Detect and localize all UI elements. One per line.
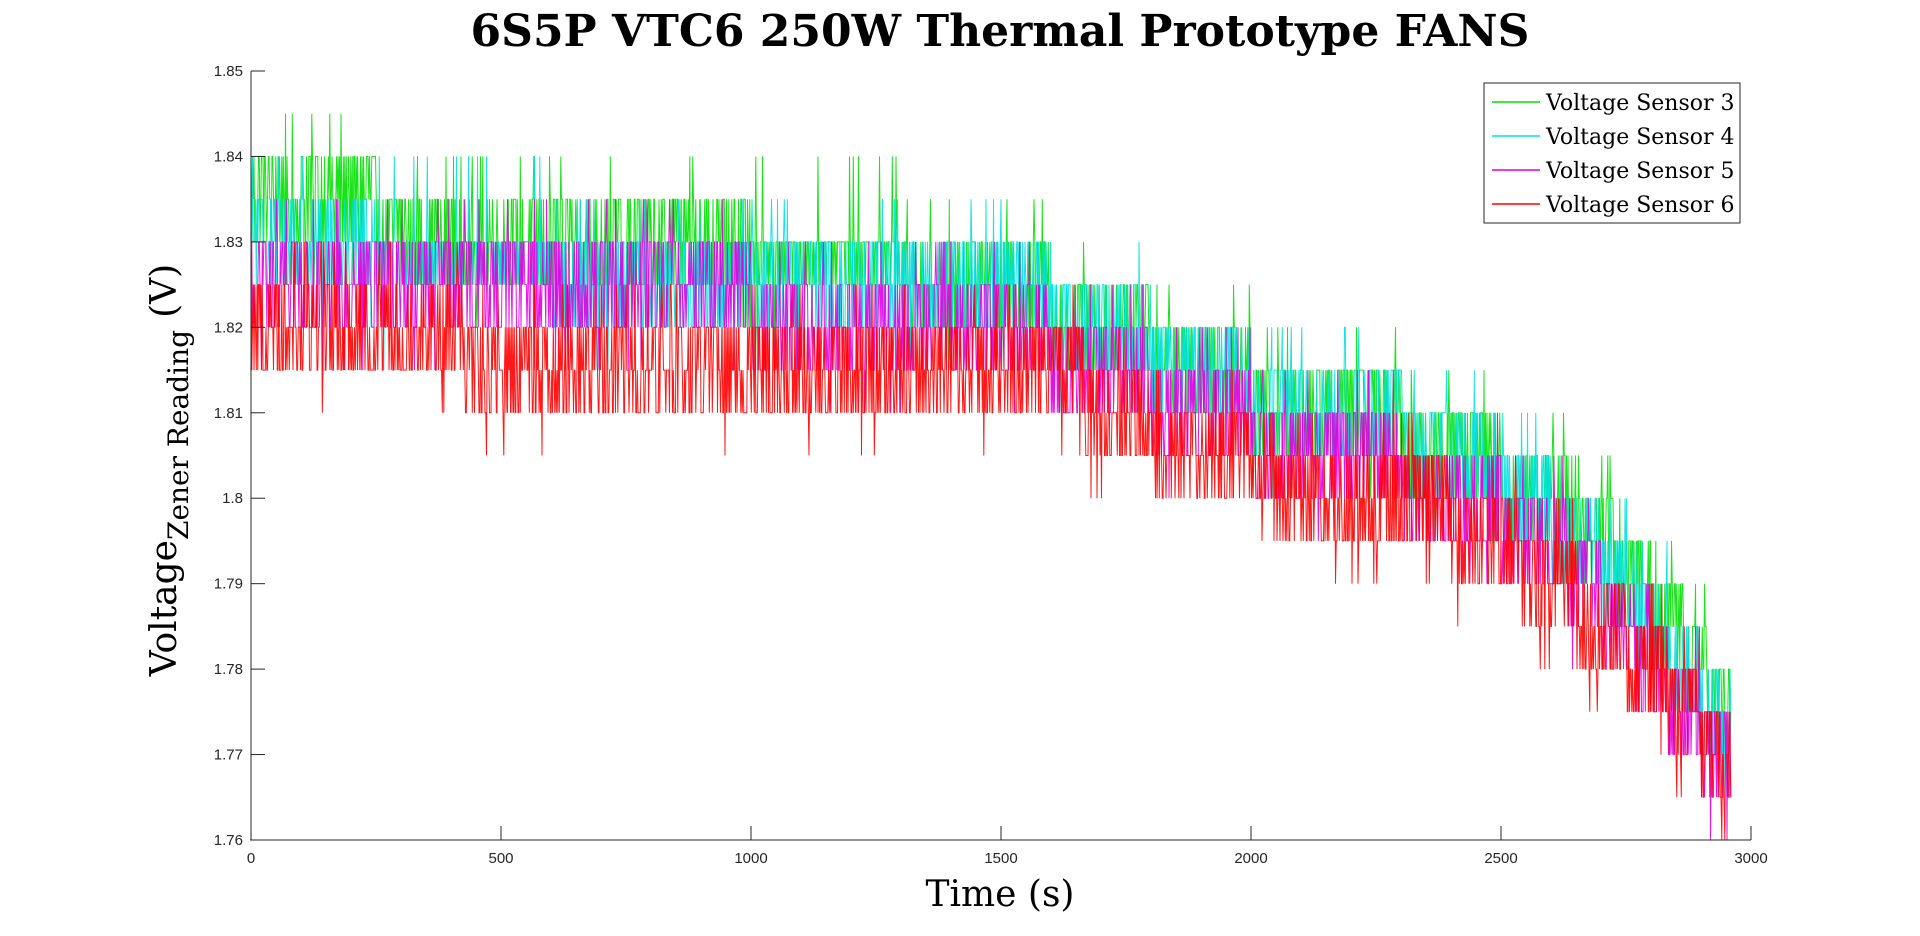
x-tick-label-3000: 3000 <box>1734 850 1767 867</box>
y-axis-label-subscript: Zener Reading <box>162 330 195 540</box>
plot-area: 0 500 1000 1500 2000 2500 3000 1.761.771.781.7… <box>214 63 1768 867</box>
y-tick-label-1.79: 1.79 <box>214 576 243 593</box>
y-tick-label-1.82: 1.82 <box>214 319 243 336</box>
y-tick-label-1.85: 1.85 <box>214 63 243 80</box>
y-axis-label-unit: (V) <box>144 264 185 318</box>
x-tick-label-0: 0 <box>247 850 255 867</box>
y-tick-label-1.84: 1.84 <box>214 148 243 165</box>
x-ticks: 0 500 1000 1500 2000 2500 3000 <box>247 826 1768 867</box>
x-tick-label-1500: 1500 <box>984 850 1017 867</box>
legend-label-2: Voltage Sensor 4 <box>1545 125 1735 150</box>
y-axis-label: VoltageZener Reading (V) <box>144 264 195 677</box>
series-layer <box>250 113 1732 841</box>
x-tick-label-1000: 1000 <box>734 850 767 867</box>
x-tick-label-2500: 2500 <box>1484 850 1517 867</box>
x-tick-label-2000: 2000 <box>1234 850 1267 867</box>
y-tick-label-1.78: 1.78 <box>214 661 243 678</box>
legend-label-1: Voltage Sensor 3 <box>1545 91 1735 116</box>
y-tick-label-1.76: 1.76 <box>214 832 243 849</box>
y-tick-label-1.8: 1.8 <box>222 490 243 507</box>
x-tick-label-500: 500 <box>488 850 513 867</box>
chart-title: 6S5P VTC6 250W Thermal Prototype FANS <box>471 6 1530 57</box>
y-tick-label-1.83: 1.83 <box>214 234 243 251</box>
y-tick-label-1.77: 1.77 <box>214 747 243 764</box>
series-line-4 <box>250 241 1732 841</box>
y-axis-label-text: VoltageZener Reading (V) <box>144 264 195 677</box>
legend-box <box>1483 82 1741 224</box>
y-tick-label-1.81: 1.81 <box>214 405 243 422</box>
legend-label-4: Voltage Sensor 6 <box>1545 193 1735 218</box>
series-line-2 <box>250 156 1732 798</box>
legend-label-3: Voltage Sensor 5 <box>1545 159 1735 184</box>
legend: Voltage Sensor 3 Voltage Sensor 4 Voltage … <box>1483 82 1741 224</box>
y-ticks: 1.76 1.77 1.78 1.79 1.8 1.81 1.82 1.83 1.84 1.85 <box>214 63 265 849</box>
y-axis-label-main: Voltage <box>144 540 185 677</box>
x-axis-label: Time (s) <box>926 874 1075 915</box>
